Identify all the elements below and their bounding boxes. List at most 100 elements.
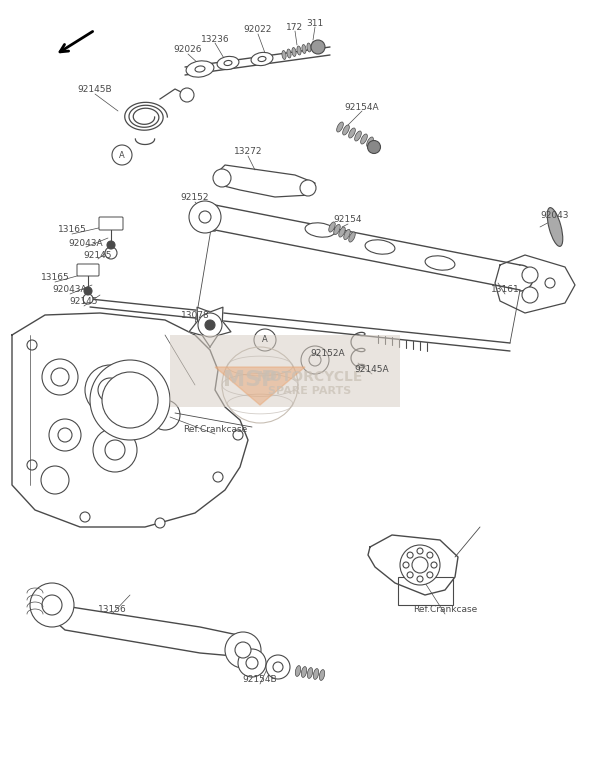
Circle shape — [93, 428, 137, 472]
Circle shape — [85, 365, 135, 415]
Text: 92154B: 92154B — [242, 676, 277, 684]
Ellipse shape — [349, 128, 355, 138]
Circle shape — [213, 169, 231, 187]
Ellipse shape — [334, 225, 340, 235]
Ellipse shape — [307, 667, 313, 678]
Text: 13236: 13236 — [200, 35, 229, 43]
Text: SPARE PARTS: SPARE PARTS — [268, 386, 352, 396]
Ellipse shape — [258, 57, 266, 61]
Circle shape — [105, 440, 125, 460]
Circle shape — [27, 340, 37, 350]
Circle shape — [427, 572, 433, 578]
Circle shape — [90, 360, 170, 440]
Circle shape — [155, 518, 165, 528]
Circle shape — [300, 180, 316, 196]
Ellipse shape — [251, 53, 273, 66]
Ellipse shape — [367, 137, 373, 147]
Text: 92154: 92154 — [334, 215, 362, 225]
Circle shape — [80, 512, 90, 522]
Circle shape — [112, 145, 132, 165]
Ellipse shape — [343, 125, 349, 135]
Circle shape — [417, 548, 423, 554]
Ellipse shape — [312, 42, 316, 50]
Circle shape — [233, 430, 243, 440]
Ellipse shape — [339, 227, 345, 237]
Ellipse shape — [367, 140, 380, 153]
Text: 92022: 92022 — [244, 26, 272, 35]
Ellipse shape — [425, 256, 455, 270]
Ellipse shape — [361, 134, 367, 144]
Text: 92043A: 92043A — [68, 239, 103, 247]
Circle shape — [180, 88, 194, 102]
Circle shape — [273, 662, 283, 672]
Circle shape — [42, 595, 62, 615]
Text: 92152: 92152 — [181, 194, 209, 202]
Circle shape — [84, 287, 92, 295]
Circle shape — [431, 562, 437, 568]
Text: Ref.Crankcase: Ref.Crankcase — [413, 605, 477, 615]
Text: 13161: 13161 — [491, 285, 520, 294]
Circle shape — [27, 460, 37, 470]
Circle shape — [51, 368, 69, 386]
Circle shape — [49, 419, 81, 451]
Circle shape — [238, 649, 266, 677]
Polygon shape — [12, 313, 248, 527]
Polygon shape — [189, 307, 231, 347]
Polygon shape — [215, 367, 305, 405]
Ellipse shape — [365, 239, 395, 254]
Circle shape — [225, 632, 261, 668]
Ellipse shape — [302, 44, 306, 53]
Circle shape — [266, 655, 290, 679]
Circle shape — [407, 552, 413, 558]
Text: A: A — [262, 336, 268, 345]
Circle shape — [403, 562, 409, 568]
Circle shape — [189, 201, 221, 233]
Ellipse shape — [355, 131, 361, 141]
Polygon shape — [45, 585, 248, 657]
Circle shape — [235, 642, 251, 658]
Circle shape — [105, 247, 117, 259]
Ellipse shape — [195, 66, 205, 72]
Circle shape — [42, 359, 78, 395]
Text: 92145: 92145 — [84, 250, 112, 260]
Text: 172: 172 — [286, 22, 304, 32]
Text: 92026: 92026 — [174, 46, 202, 54]
Circle shape — [83, 294, 93, 304]
Text: 13272: 13272 — [234, 147, 262, 157]
Circle shape — [198, 313, 222, 337]
Ellipse shape — [319, 670, 325, 680]
Circle shape — [30, 583, 74, 627]
Circle shape — [246, 657, 258, 669]
Ellipse shape — [313, 669, 319, 680]
Ellipse shape — [307, 43, 311, 52]
Circle shape — [107, 241, 115, 249]
Circle shape — [254, 329, 276, 351]
Text: 13078: 13078 — [181, 311, 209, 319]
Text: 13165: 13165 — [58, 226, 86, 235]
Circle shape — [407, 572, 413, 578]
Ellipse shape — [287, 49, 291, 58]
Ellipse shape — [305, 223, 335, 237]
Circle shape — [199, 211, 211, 223]
Ellipse shape — [217, 57, 239, 70]
Circle shape — [412, 557, 428, 573]
Ellipse shape — [349, 232, 355, 242]
Ellipse shape — [301, 666, 307, 677]
Circle shape — [102, 372, 158, 428]
Circle shape — [98, 378, 122, 402]
Text: 92145: 92145 — [70, 298, 98, 306]
Circle shape — [205, 320, 215, 330]
Circle shape — [522, 267, 538, 283]
Circle shape — [522, 287, 538, 303]
Text: 13165: 13165 — [41, 274, 70, 283]
Ellipse shape — [344, 229, 350, 239]
Circle shape — [58, 428, 72, 442]
Text: A: A — [119, 150, 125, 160]
Text: Ref.Crankcase: Ref.Crankcase — [183, 425, 247, 435]
Bar — [398, 577, 453, 605]
Text: 92145A: 92145A — [355, 366, 389, 374]
Polygon shape — [368, 535, 458, 595]
Ellipse shape — [186, 61, 214, 78]
Ellipse shape — [311, 40, 325, 54]
Ellipse shape — [547, 208, 563, 246]
